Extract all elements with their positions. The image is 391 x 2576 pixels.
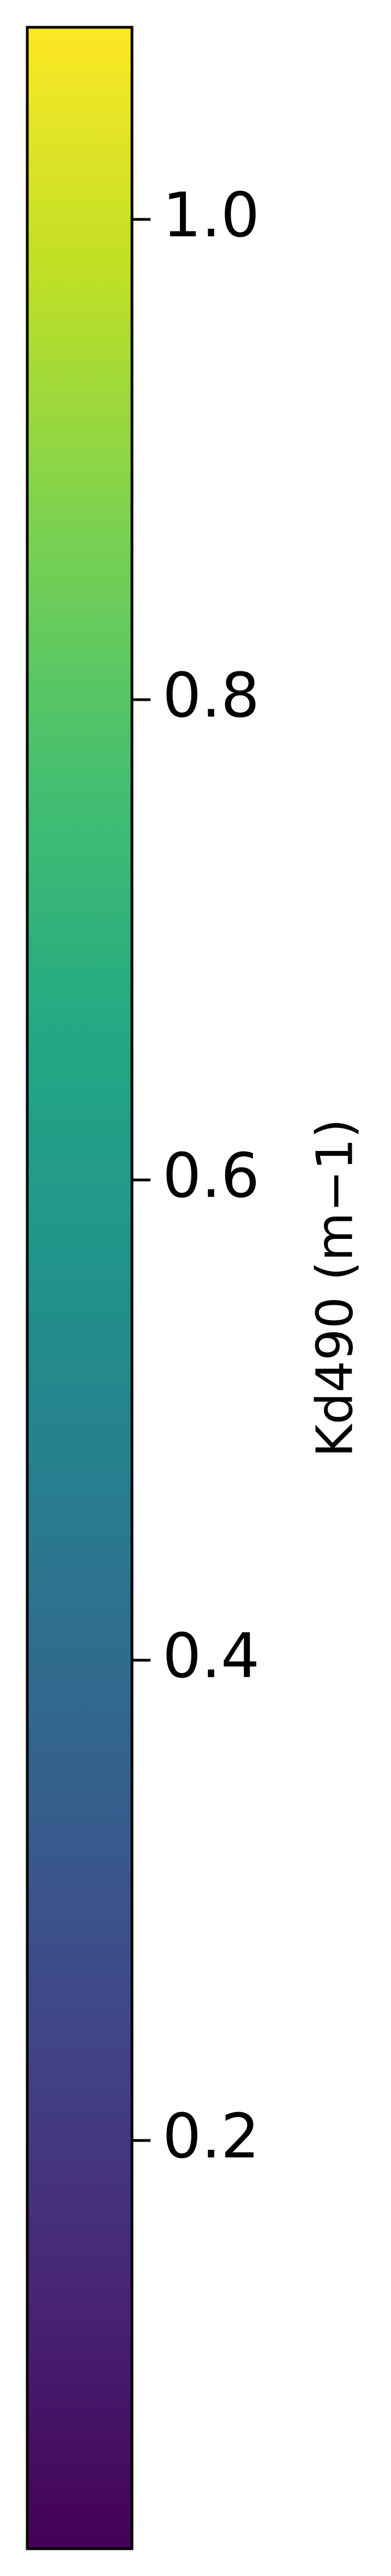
colorbar-tick-label: 0.2 — [163, 2101, 260, 2172]
colorbar-label: Kd490 (m−1) — [305, 1119, 364, 1458]
colorbar-frame — [26, 26, 134, 2550]
colorbar-tick-label: 0.6 — [163, 1141, 260, 1212]
colorbar-tick-label: 0.4 — [163, 1621, 260, 1692]
colorbar-tick-label: 1.0 — [163, 180, 260, 251]
colorbar-gradient — [27, 27, 132, 2549]
colorbar-tick-label: 0.8 — [163, 660, 260, 731]
colorbar-ticks: 0.2 0.4 0.6 0.8 1.0 — [132, 180, 260, 2172]
